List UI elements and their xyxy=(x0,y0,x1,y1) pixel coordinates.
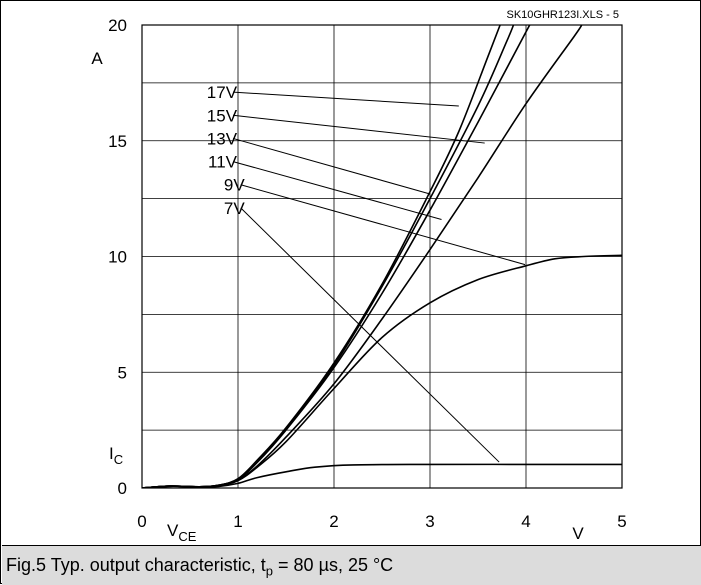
annotation-group: 17V 15V 13V 11V 9V 7V xyxy=(207,83,526,463)
output-characteristic-chart: 17V 15V 13V 11V 9V 7V 0 1 2 3 4 5 0 5 10 15 20 IC A VCE V SK… xyxy=(91,9,626,544)
y-axis-label: IC xyxy=(109,444,123,467)
x-unit-label: V xyxy=(572,524,584,543)
curve-label-9v: 9V xyxy=(224,176,245,195)
leader-line-7v xyxy=(240,207,500,463)
curve-label-17v: 17V xyxy=(207,83,238,102)
curve-label-11v: 11V xyxy=(208,153,238,172)
leader-line-17v xyxy=(233,91,459,107)
x-tick-label: 4 xyxy=(521,512,530,531)
y-axis-label-subscript: C xyxy=(114,452,123,467)
caption-bar: Fig.5 Typ. output characteristic, tp = 8… xyxy=(2,545,701,585)
y-unit-label: A xyxy=(91,49,103,68)
x-tick-label: 0 xyxy=(137,512,146,531)
y-tick-label: 10 xyxy=(108,248,127,267)
caption-prefix: Fig.5 Typ. output characteristic, t xyxy=(6,555,266,575)
curve-label-13v: 13V xyxy=(207,129,238,148)
plot-area-border xyxy=(141,24,623,489)
y-tick-label: 20 xyxy=(108,16,127,35)
x-tick-label: 1 xyxy=(233,512,242,531)
figure-caption: Fig.5 Typ. output characteristic, tp = 8… xyxy=(6,555,393,579)
x-axis-label: VCE xyxy=(167,521,197,544)
y-tick-label: 0 xyxy=(118,479,127,498)
series-line-7v xyxy=(142,463,622,488)
series-group xyxy=(142,25,622,488)
y-tick-label: 5 xyxy=(118,363,127,382)
x-tick-label: 5 xyxy=(617,512,626,531)
leader-line-9v xyxy=(240,184,526,266)
leader-line-13v xyxy=(232,137,431,195)
series-line-13v xyxy=(142,25,531,488)
x-tick-label: 3 xyxy=(425,512,434,531)
file-id-label: SK10GHR123I.XLS - 5 xyxy=(506,9,619,21)
axis-group: 0 1 2 3 4 5 0 5 10 15 20 IC A VCE V SK10GHR123I.XLS - 5 xyxy=(91,9,626,544)
curve-label-7v: 7V xyxy=(224,199,245,218)
grid xyxy=(142,25,622,488)
x-tick-label: 2 xyxy=(329,512,338,531)
leader-line-11v xyxy=(232,161,442,220)
caption-suffix: = 80 µs, 25 °C xyxy=(273,555,394,575)
x-axis-label-subscript: CE xyxy=(178,529,196,544)
y-tick-label: 15 xyxy=(108,132,127,151)
series-line-9v xyxy=(142,254,622,488)
curve-label-15v: 15V xyxy=(207,106,238,125)
leader-line-15v xyxy=(232,114,485,144)
caption-subscript: p xyxy=(265,563,274,579)
